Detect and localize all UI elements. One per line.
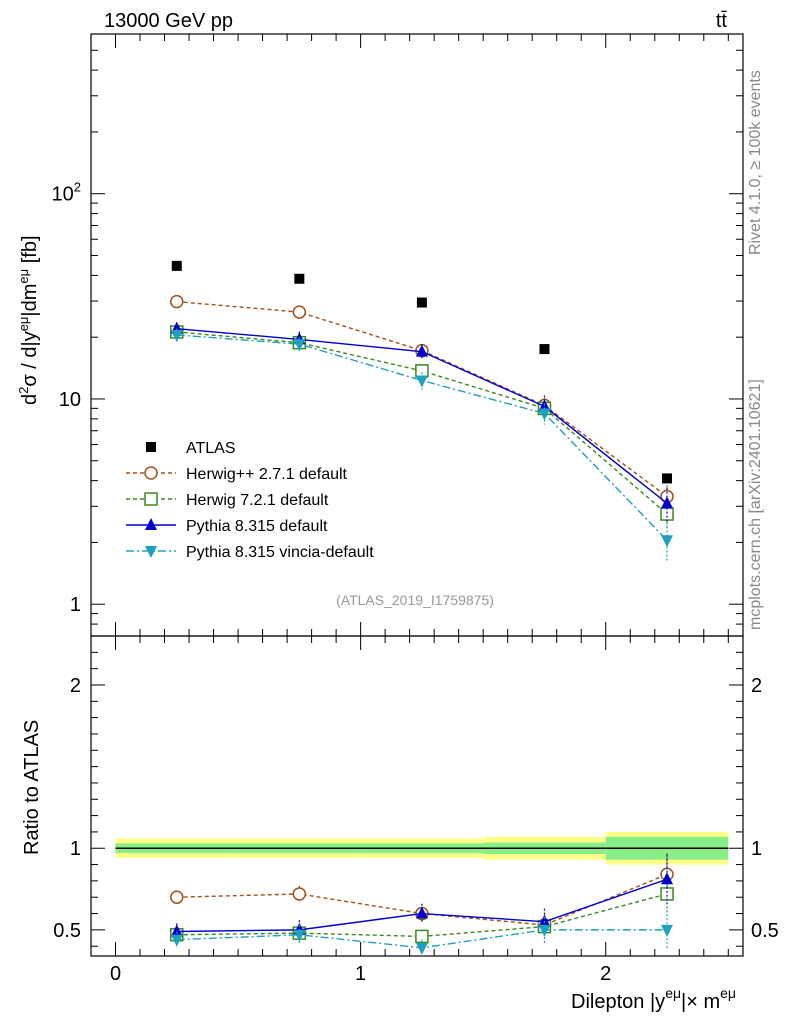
ratio-panel: 0.5 0.5 1 1 2 2 0 1 2	[53, 635, 779, 985]
series-point	[415, 344, 428, 357]
x-tick-label: 1	[355, 963, 366, 985]
legend-label-herwig7: Herwig 7.2.1 default	[186, 492, 329, 509]
legend-label-pythia: Pythia 8.315 default	[186, 518, 328, 535]
atlas-point	[171, 260, 182, 271]
legend-label-herwigpp: Herwig++ 2.7.1 default	[186, 466, 348, 483]
ratio-point	[661, 924, 674, 937]
main-y-axis-label: d2σ / d|yeμ|dmeμ [fb]	[16, 235, 41, 405]
legend-marker-2	[145, 518, 157, 530]
energy-label: 13000 GeV pp	[104, 10, 233, 32]
series-3	[170, 328, 674, 563]
series-point	[661, 496, 674, 509]
series-point	[292, 305, 307, 319]
series-point	[415, 375, 428, 388]
legend-label-atlas: ATLAS	[186, 440, 236, 457]
ratio-y-tick-label-left: 2	[70, 675, 81, 697]
series-point	[661, 535, 674, 548]
process-label: tt̄	[716, 10, 728, 32]
series-point	[293, 339, 306, 352]
data-points	[171, 260, 673, 484]
ratio-point	[415, 942, 428, 955]
atlas-point	[539, 344, 550, 355]
ratio-y-tick-label-right: 1	[751, 838, 762, 860]
legend-label-vincia: Pythia 8.315 vincia-default	[186, 544, 374, 561]
x-tick-label: 2	[600, 963, 611, 985]
ratio-y-axis-label: Ratio to ATLAS	[21, 720, 43, 855]
legend-marker-1	[144, 492, 158, 506]
ratio-series-3	[170, 910, 674, 956]
legend-marker-3	[145, 546, 157, 558]
ratio-point	[292, 887, 307, 901]
ratio-y-tick-label-left: 1	[70, 838, 81, 860]
ratio-point	[415, 929, 429, 944]
main-y-tick-label: 10	[59, 389, 81, 411]
main-panel: 1 10 102	[52, 33, 744, 650]
main-y-tick-label: 1	[70, 594, 81, 616]
atlas-point	[662, 473, 673, 484]
series-point	[660, 507, 674, 521]
mcplots-label: mcplots.cern.ch [arXiv:2401.10621]	[747, 379, 764, 630]
ratio-y-tick-label-right: 0.5	[751, 920, 779, 942]
ratio-series-2	[170, 854, 674, 940]
series-point	[415, 364, 429, 378]
ratio-point	[170, 934, 183, 947]
atlas-point	[294, 273, 305, 284]
series-point	[170, 294, 184, 309]
ratio-point	[538, 914, 551, 927]
ratio-frame	[90, 635, 744, 957]
ratio-point	[538, 924, 551, 937]
ratio-point	[170, 890, 184, 904]
legend-marker-atlas	[146, 442, 156, 452]
series-point	[538, 408, 551, 421]
analysis-id: (ATLAS_2019_I1759875)	[336, 592, 494, 608]
rivet-version-label: Rivet 4.1.0, ≥ 100k events	[747, 70, 764, 255]
series-line	[176, 300, 668, 498]
series-line	[176, 331, 668, 515]
series-point	[170, 329, 183, 342]
ratio-point	[661, 872, 674, 885]
ratio-point	[660, 887, 674, 901]
x-tick-label: 0	[110, 963, 121, 985]
ratio-point	[415, 906, 428, 919]
main-y-tick-label: 102	[52, 180, 81, 206]
x-axis-label: Dilepton |yeμ|× meμ	[571, 985, 736, 1013]
atlas-point	[416, 297, 427, 308]
ratio-y-tick-label-right: 2	[751, 675, 762, 697]
ratio-series-0	[170, 853, 674, 935]
series-line	[176, 334, 668, 541]
ratio-point	[170, 924, 183, 937]
legend: ATLAS Herwig++ 2.7.1 default Herwig 7.2.…	[126, 440, 374, 561]
ratio-y-tick-label-left: 0.5	[53, 920, 81, 942]
legend-marker-0	[144, 466, 158, 480]
ratio-point	[293, 929, 306, 942]
